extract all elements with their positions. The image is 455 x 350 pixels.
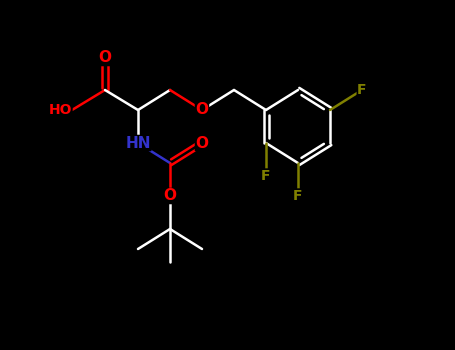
Text: HO: HO bbox=[49, 103, 72, 117]
Text: HN: HN bbox=[125, 135, 151, 150]
Text: O: O bbox=[98, 50, 111, 65]
Text: F: F bbox=[261, 169, 271, 183]
Text: O: O bbox=[196, 103, 208, 118]
Text: O: O bbox=[163, 189, 177, 203]
Text: O: O bbox=[196, 135, 208, 150]
Text: F: F bbox=[357, 83, 367, 97]
Text: F: F bbox=[293, 189, 303, 203]
